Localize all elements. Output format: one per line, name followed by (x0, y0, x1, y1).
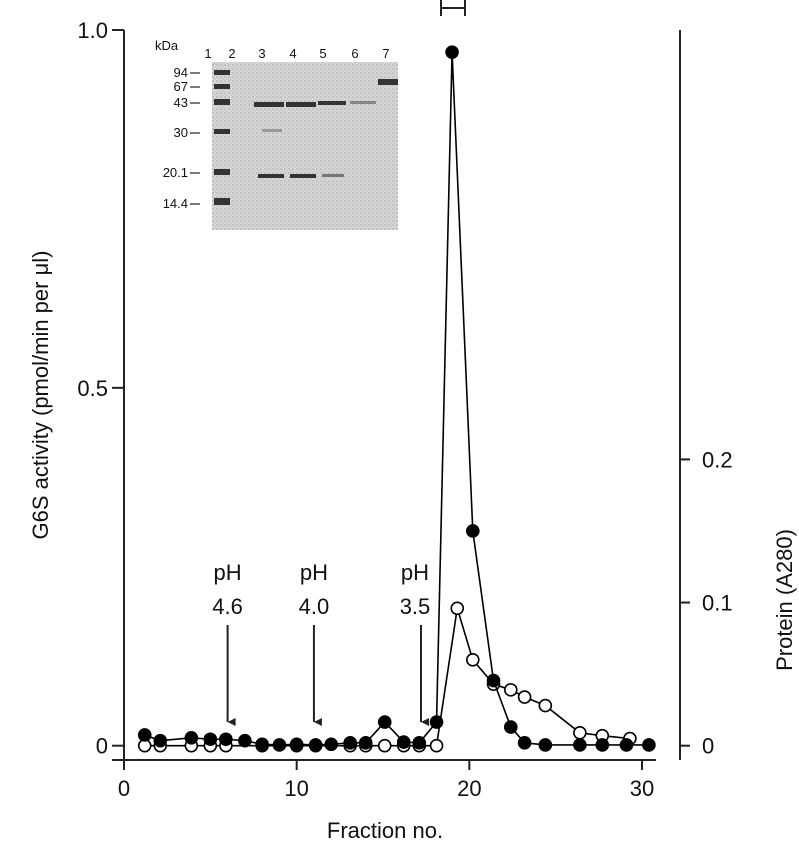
annotation-text: 4.6 (212, 594, 243, 619)
data-point (308, 738, 323, 752)
gel-lane-label: 6 (351, 46, 358, 61)
x-tick-label: 10 (284, 776, 308, 801)
data-point (272, 738, 287, 752)
data-point (429, 738, 444, 753)
data-point (255, 737, 269, 752)
x-tick-label: 0 (118, 776, 130, 801)
data-point (396, 735, 411, 749)
gel-marker-label: 30 (174, 125, 188, 140)
gel-lane-label: 5 (319, 46, 326, 61)
x-tick-label: 30 (630, 776, 654, 801)
pool-bracket (440, 0, 466, 16)
gel-lane-label: 2 (228, 46, 235, 61)
data-point (517, 736, 532, 750)
data-point (619, 738, 634, 752)
gel-lane-label: 7 (382, 46, 389, 61)
y2-tick-label: 0 (702, 734, 714, 759)
gel-image (212, 62, 398, 230)
data-point (517, 690, 532, 704)
data-point (137, 728, 152, 742)
data-point (595, 738, 610, 752)
data-point (219, 732, 233, 747)
gel-bands (214, 70, 398, 205)
gel-marker-label: 43 (174, 95, 188, 110)
data-point (429, 715, 444, 729)
gel-marker-label: 20.1 (163, 165, 188, 180)
data-point (184, 731, 199, 745)
x-axis-label: Fraction no. (327, 818, 443, 843)
data-point (238, 733, 252, 748)
gel-marker-label: 14.4 (163, 196, 188, 211)
annotation-text: 3.5 (400, 594, 431, 619)
gel-lane-label: 3 (258, 46, 265, 61)
data-point (573, 726, 587, 740)
data-point (538, 738, 553, 752)
annotation-text: 4.0 (299, 594, 330, 619)
y2-tick-label: 0.1 (702, 591, 733, 616)
gel-marker-label: 67 (174, 79, 188, 94)
data-point (450, 601, 465, 616)
gel-marker-label: 94 (174, 65, 188, 80)
annotation-text: pH (401, 560, 429, 585)
data-point (324, 737, 339, 752)
data-point (377, 715, 392, 729)
data-point (358, 736, 373, 750)
y-tick-label: 1.0 (77, 18, 108, 43)
data-point (573, 738, 587, 752)
data-point (203, 732, 218, 747)
x-tick-label: 20 (457, 776, 481, 801)
data-point (377, 738, 392, 753)
data-point (412, 736, 427, 750)
data-point (503, 683, 518, 697)
data-point (153, 733, 168, 748)
y-axis-label: G6S activity (pmol/min per μl) (28, 251, 53, 540)
gel-unit-label: kDa (155, 38, 179, 53)
data-point (465, 653, 480, 667)
data-point (343, 736, 357, 750)
data-point (503, 720, 518, 734)
data-point (642, 738, 656, 752)
annotation-text: pH (214, 560, 242, 585)
gel-lane-label: 1 (204, 46, 211, 61)
gel-lane-label: 4 (289, 46, 296, 61)
y-tick-label: 0.5 (77, 376, 108, 401)
data-point (465, 524, 480, 538)
annotation-text: pH (300, 560, 328, 585)
y-tick-label: 0 (96, 734, 108, 759)
data-point (538, 698, 553, 713)
data-point (289, 737, 304, 752)
y2-tick-label: 0.2 (702, 447, 733, 472)
data-point (445, 45, 459, 59)
y2-axis-label: Protein (A280) (772, 529, 797, 671)
data-point (486, 673, 501, 688)
